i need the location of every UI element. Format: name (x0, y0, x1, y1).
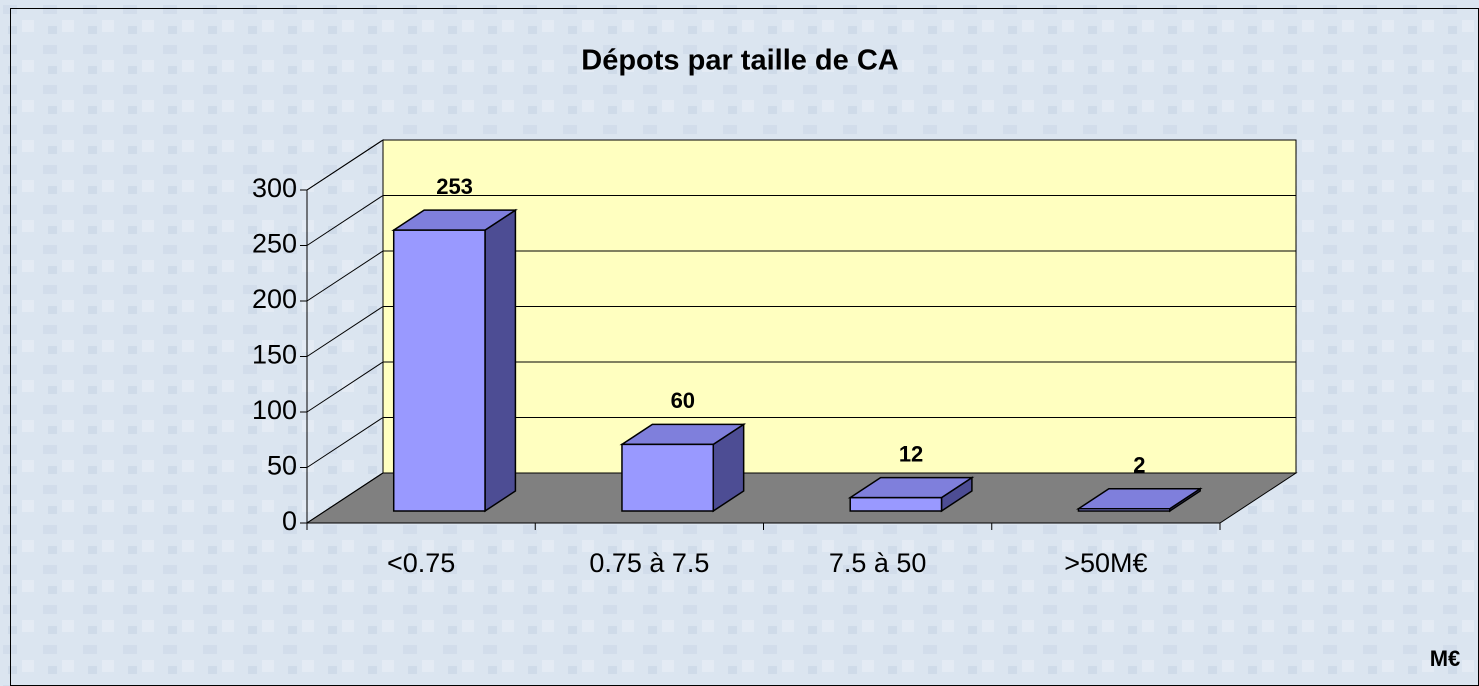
grid-line (306, 139, 384, 191)
y-tick-label: 150 (252, 340, 297, 370)
bar-side (484, 208, 517, 513)
y-tick-label: 300 (252, 173, 297, 203)
data-label: 253 (436, 174, 473, 199)
chart-title: Dépots par taille de CA (581, 45, 899, 77)
y-tick-label: 250 (252, 229, 297, 259)
x-tick-label: >50M€ (1064, 548, 1147, 578)
x-tick-label: 7.5 à 50 (829, 548, 927, 578)
bar (1077, 508, 1171, 512)
bar (849, 496, 943, 512)
data-label: 60 (671, 388, 695, 413)
grid-line (306, 250, 384, 302)
y-tick-label: 100 (252, 395, 297, 425)
bar (621, 443, 715, 512)
x-tick-label: 0.75 à 7.5 (589, 548, 709, 578)
grid-line (306, 306, 384, 357)
y-tick-label: 50 (267, 451, 297, 481)
data-label: 2 (1133, 453, 1145, 478)
y-tick-label: 200 (252, 284, 297, 314)
grid-line (306, 417, 384, 468)
grid-line (306, 361, 384, 413)
grid-line (306, 195, 384, 246)
y-tick-label: 0 (282, 506, 297, 536)
x-tick-label: <0.75 (387, 548, 455, 578)
bar (392, 229, 486, 512)
grid-line (306, 472, 384, 524)
annotation: M€ (1430, 646, 1461, 671)
data-label: 12 (899, 441, 923, 466)
